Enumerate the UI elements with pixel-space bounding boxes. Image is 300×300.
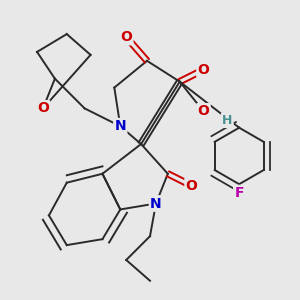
Text: N: N xyxy=(115,119,126,133)
Text: O: O xyxy=(186,179,197,193)
Text: O: O xyxy=(37,101,49,116)
Text: F: F xyxy=(234,186,244,200)
Text: O: O xyxy=(198,104,209,118)
Text: H: H xyxy=(222,114,232,127)
Text: N: N xyxy=(150,196,162,211)
Text: O: O xyxy=(198,63,209,77)
Text: O: O xyxy=(120,30,132,44)
